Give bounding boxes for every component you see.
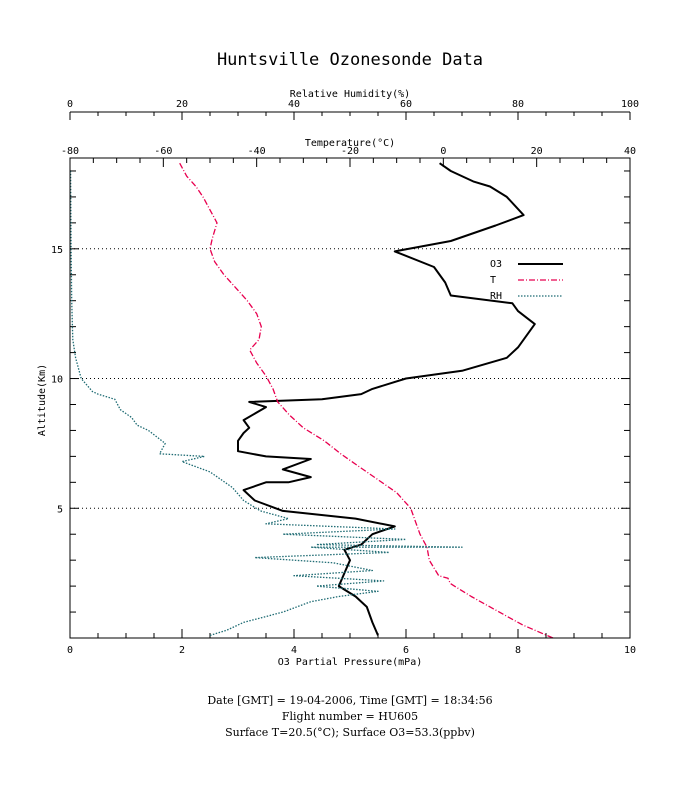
gridlines: [70, 248, 630, 509]
o3-tick-label: 8: [515, 645, 521, 656]
o3-tick-label: 6: [403, 645, 409, 656]
altitude-axis: 5 10 15: [51, 170, 630, 613]
series-layer: [69, 162, 554, 639]
chart-title: Huntsville Ozonesonde Data: [217, 50, 483, 70]
rh-tick-label: 100: [621, 99, 639, 110]
temperature-tick-label: 40: [624, 146, 636, 157]
temperature-tick-label: -80: [61, 146, 79, 157]
o3-axis-title: O3 Partial Pressure(mPa): [278, 657, 423, 668]
altitude-tick-label: 5: [57, 504, 63, 515]
legend-label-o3: O3: [490, 259, 502, 270]
temperature-tick-label: 20: [531, 146, 543, 157]
temperature-axis: -80 -60 -40 -20 0 20 40: [61, 146, 636, 167]
series-line-t: [179, 162, 554, 639]
rh-tick-label: 80: [512, 99, 524, 110]
legend-label-t: T: [490, 275, 496, 286]
altitude-tick-label: 15: [51, 245, 63, 256]
temperature-tick-label: -20: [341, 146, 359, 157]
rh-tick-label: 20: [176, 99, 188, 110]
series-line-o3: [237, 162, 536, 636]
footer-surface-values: Surface T=20.5(°C); Surface O3=53.3(ppbv…: [225, 726, 475, 739]
o3-axis: 0 2 4 6 8 10: [67, 629, 636, 656]
altitude-tick-label: 10: [51, 375, 63, 386]
o3-tick-label: 4: [291, 645, 297, 656]
o3-tick-label: 2: [179, 645, 185, 656]
footer-date-time: Date [GMT] = 19-04-2006, Time [GMT] = 18…: [207, 694, 492, 707]
o3-tick-label: 10: [624, 645, 636, 656]
temperature-tick-label: -40: [248, 146, 266, 157]
legend: O3 T RH: [490, 259, 563, 302]
footer-flight-number: Flight number = HU605: [282, 710, 418, 723]
legend-label-rh: RH: [490, 291, 502, 302]
rh-axis-title: Relative Humidity(%): [290, 89, 410, 100]
temperature-tick-label: 0: [440, 146, 446, 157]
series-line-rh: [69, 170, 463, 637]
rh-tick-label: 40: [288, 99, 300, 110]
temperature-tick-label: -60: [154, 146, 172, 157]
rh-axis: 0 20 40 60 80 100: [67, 99, 639, 120]
o3-tick-label: 0: [67, 645, 73, 656]
altitude-axis-title: Altitude(Km): [37, 364, 48, 436]
rh-tick-label: 60: [400, 99, 412, 110]
rh-tick-label: 0: [67, 99, 73, 110]
plot-frame: [69, 157, 631, 639]
temperature-axis-title: Temperature(°C): [305, 138, 395, 149]
